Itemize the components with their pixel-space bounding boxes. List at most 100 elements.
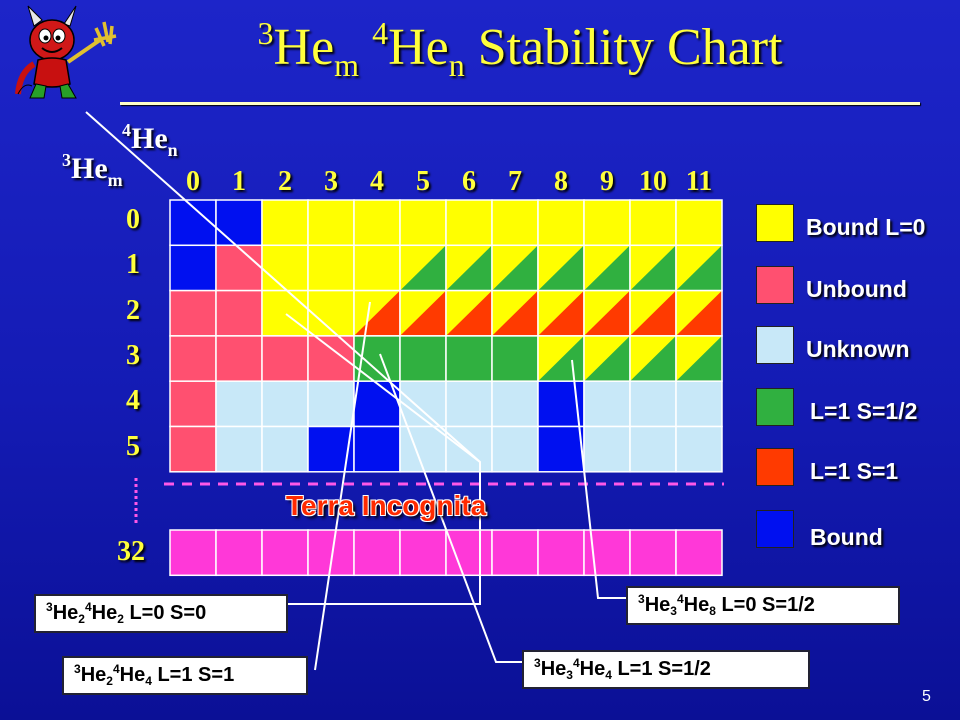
grid-cell-r0-c6 — [445, 199, 493, 247]
row-header-2: 2 — [126, 294, 140, 326]
grid-cell-r1-c8 — [537, 244, 585, 292]
grid-cell-r1-c4 — [353, 244, 401, 292]
column-header-2: 2 — [278, 166, 292, 197]
grid-cell-r0-c3 — [307, 199, 355, 247]
legend-label: Bound — [810, 524, 883, 550]
grid-cell-r4-c6 — [445, 380, 493, 428]
grid-cell-r1-c5 — [399, 244, 447, 292]
grid-cell-r1-c1 — [215, 244, 263, 292]
callout-he3-he4: 3He34He4 L=1 S=1/2 — [522, 650, 810, 689]
grid-cell-r4-c0 — [169, 380, 217, 428]
grid-cell-r4-c7 — [491, 380, 539, 428]
grid-cell-r1-c9 — [583, 244, 631, 292]
callout-he3-he8: 3He34He8 L=0 S=1/2 — [626, 586, 900, 625]
grid-cell-r2-c4 — [353, 289, 401, 337]
grid-cell-r2-c5 — [399, 289, 447, 337]
legend-label: L=1 S=1 — [810, 458, 899, 484]
column-header-5: 5 — [416, 166, 430, 197]
grid-cell-r0-c8 — [537, 199, 585, 247]
grid-cell-r1-c6 — [445, 244, 493, 292]
pointer-he3he4 — [379, 353, 522, 663]
grid-cell-r5-c6 — [445, 425, 493, 473]
row-header-5: 5 — [126, 430, 140, 462]
grid-cell-r5-c9 — [583, 425, 631, 473]
pointer-he2he2-cell — [285, 313, 481, 463]
grid-cell-r2-c9 — [583, 289, 631, 337]
grid-cell-r2-c8 — [537, 289, 585, 337]
grid-cell-r3-c1 — [215, 335, 263, 382]
grid-cell-r0-c10 — [629, 199, 677, 247]
title-underline — [120, 102, 920, 105]
row32-cell-c1 — [215, 529, 263, 577]
legend-swatch — [756, 326, 794, 364]
row-header-1: 1 — [126, 249, 140, 281]
grid-cell-r2-c10 — [629, 289, 677, 337]
row32-cell-c10 — [629, 529, 677, 577]
grid-cell-r5-c5 — [399, 425, 447, 473]
column-header-4: 4 — [370, 166, 384, 197]
grid-cell-r2-c0 — [169, 289, 217, 337]
pointer-he2he4 — [314, 301, 371, 671]
row32-cell-c6 — [445, 529, 493, 577]
row-header-0: 0 — [126, 204, 140, 235]
grid-cell-r1-c7 — [491, 244, 539, 292]
slide-title: 3Hem 4Hen Stability Chart — [257, 15, 783, 83]
row-header-4: 4 — [126, 385, 140, 417]
grid-cell-r4-c3 — [307, 380, 355, 428]
grid-cell-r3-c8 — [537, 335, 585, 382]
grid-cell-r0-c11 — [675, 199, 723, 247]
grid-cell-r4-c9 — [583, 380, 631, 428]
grid-cell-r1-c2 — [261, 244, 309, 292]
column-header-0: 0 — [186, 166, 200, 197]
grid-cell-r3-c11 — [675, 335, 723, 382]
legend-swatch — [756, 448, 794, 486]
row-axis-label: 3Hem — [62, 150, 123, 190]
row32-cell-c11 — [675, 529, 723, 577]
legend-label: Unbound — [806, 276, 907, 302]
grid-cell-r5-c7 — [491, 425, 539, 473]
grid-cell-r3-c0 — [169, 335, 217, 382]
row32-cell-c4 — [353, 529, 401, 577]
grid-cell-r3-c7 — [491, 335, 539, 382]
grid-cell-r1-c3 — [307, 244, 355, 292]
grid-cell-r1-c0 — [169, 244, 217, 292]
slide-number: 5 — [922, 688, 931, 705]
grid-cell-r2-c1 — [215, 289, 263, 337]
column-header-1: 1 — [232, 166, 246, 197]
legend-label: Unknown — [806, 336, 910, 362]
legend-label: L=1 S=1/2 — [810, 398, 918, 424]
row32-cell-c2 — [261, 529, 309, 577]
row32-cell-c8 — [537, 529, 585, 577]
grid-cell-r4-c1 — [215, 380, 263, 428]
grid-cell-r5-c8 — [537, 425, 585, 473]
row32-cell-c0 — [169, 529, 217, 577]
callout-he2-he4: 3He24He4 L=1 S=1 — [62, 656, 308, 695]
grid-cell-r4-c10 — [629, 380, 677, 428]
grid-cell-r5-c0 — [169, 425, 217, 473]
terra-incognita-label: Terra Incognita — [286, 490, 487, 521]
column-axis-label: 4Hen — [122, 120, 178, 160]
grid-cell-r3-c6 — [445, 335, 493, 382]
column-header-10: 10 — [639, 166, 667, 197]
grid-cell-r1-c10 — [629, 244, 677, 292]
column-header-11: 11 — [685, 166, 713, 197]
callout-he2-he2: 3He24He2 L=0 S=0 — [34, 594, 288, 633]
grid-cell-r0-c1 — [215, 199, 263, 247]
pointer-mascot-to-he2he2 — [85, 111, 481, 605]
legend-swatch — [756, 204, 794, 242]
grid-cell-r4-c11 — [675, 380, 723, 428]
devil-mascot-icon — [15, 5, 117, 99]
row-header-32: 32 — [117, 536, 145, 567]
grid-cell-r3-c2 — [261, 335, 309, 382]
grid-cell-r5-c10 — [629, 425, 677, 473]
grid-cell-r0-c5 — [399, 199, 447, 247]
pointer-he3he8 — [571, 359, 626, 599]
legend-swatch — [756, 510, 794, 548]
grid-cell-r2-c6 — [445, 289, 493, 337]
grid-cell-r3-c9 — [583, 335, 631, 382]
grid-cell-r5-c2 — [261, 425, 309, 473]
grid-cell-r0-c4 — [353, 199, 401, 247]
grid-cell-r0-c7 — [491, 199, 539, 247]
column-header-6: 6 — [462, 166, 476, 197]
